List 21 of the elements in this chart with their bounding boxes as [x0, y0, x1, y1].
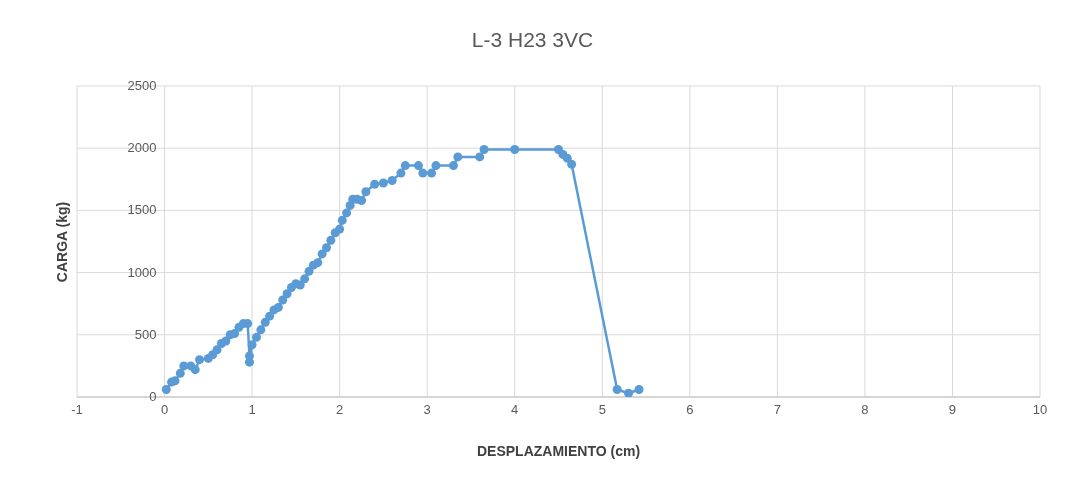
- y-tick-label: 1500: [127, 202, 157, 218]
- x-tick-label: 5: [598, 402, 606, 418]
- y-tick-label: 2000: [127, 140, 157, 156]
- x-tick-label: 2: [336, 402, 344, 418]
- y-tick-label: 0: [149, 389, 157, 404]
- x-tick-label: 10: [1032, 402, 1048, 418]
- x-tick-label: 4: [511, 402, 519, 418]
- x-tick-label: -1: [71, 402, 83, 418]
- y-tick-label: 500: [134, 326, 157, 342]
- x-tick-label: 6: [686, 402, 694, 418]
- y-tick-label: 1000: [127, 264, 157, 280]
- x-axis-title: DESPLAZAMIENTO (cm): [475, 443, 642, 459]
- y-axis-title: CARGA (kg): [54, 201, 70, 282]
- x-tick-label: 7: [773, 402, 781, 418]
- x-tick-label: 0: [160, 402, 169, 418]
- x-tick-label: 3: [423, 402, 431, 418]
- chart-title: L-3 H23 3VC: [470, 28, 595, 52]
- x-tick-label: 1: [248, 402, 256, 418]
- x-tick-label: 8: [861, 402, 869, 418]
- y-tick-label: 2500: [127, 78, 157, 93]
- x-tick-label: 9: [948, 402, 957, 418]
